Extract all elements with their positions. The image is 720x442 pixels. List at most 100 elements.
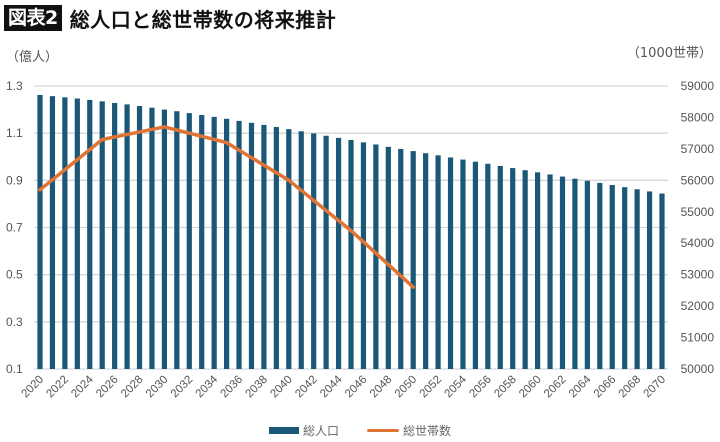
legend-label-households: 総世帯数 — [403, 424, 452, 438]
chart-title: 総人口と総世帯数の将来推計 — [69, 7, 337, 32]
right-axis-tick: 56000 — [681, 173, 715, 187]
bar-population — [124, 104, 130, 370]
x-axis-tick: 2032 — [169, 374, 196, 401]
x-axis-tick: 2030 — [144, 374, 171, 401]
x-axis-tick: 2066 — [592, 374, 619, 401]
bar-population — [37, 94, 43, 369]
x-axis-tick: 2046 — [343, 374, 370, 401]
x-axis-tick: 2036 — [219, 374, 246, 401]
bar-population — [460, 159, 466, 369]
right-axis-unit: （1000世帯） — [626, 46, 712, 61]
right-axis-tick: 54000 — [681, 236, 715, 250]
left-axis-tick: 1.1 — [6, 126, 23, 140]
right-axis-tick: 50000 — [681, 362, 715, 376]
bar-population — [559, 176, 566, 369]
x-axis-tick: 2056 — [467, 374, 494, 401]
x-axis-tick: 2064 — [567, 373, 594, 400]
x-axis-tick: 2040 — [268, 374, 295, 401]
x-axis-tick: 2020 — [20, 374, 47, 401]
bar-population — [99, 101, 105, 370]
x-axis-tick: 2026 — [94, 374, 121, 401]
x-axis-tick: 2024 — [69, 373, 96, 400]
bar-population — [410, 151, 416, 369]
bar-population — [348, 140, 354, 369]
x-axis-tick: 2022 — [44, 374, 71, 401]
bar-population — [373, 144, 379, 369]
bar-population — [572, 178, 578, 369]
x-axis-tick: 2070 — [642, 374, 669, 401]
bar-population — [136, 106, 143, 369]
legend-label-population: 総人口 — [302, 424, 339, 438]
bar-population — [547, 174, 553, 369]
x-axis-tick: 2062 — [542, 374, 569, 401]
left-axis-tick: 0.7 — [6, 221, 23, 235]
right-axis-tick: 57000 — [681, 142, 715, 156]
x-axis-tick: 2044 — [318, 373, 345, 400]
bar-population — [522, 170, 528, 369]
bar-population — [149, 107, 155, 370]
legend-item-households: 総世帯数 — [367, 422, 451, 439]
line-households — [38, 125, 415, 289]
x-axis-tick: 2038 — [243, 374, 270, 401]
x-axis-tick: 2050 — [393, 374, 420, 401]
chart-plot: 1.3 1.1 0.9 0.7 0.5 0.3 0.1 59000 58000 57000 5600… — [6, 79, 715, 401]
right-axis-tick: 59000 — [681, 79, 715, 93]
bar-population — [335, 137, 342, 369]
bar-population — [435, 155, 441, 369]
bar-population — [298, 131, 304, 369]
bar-population — [186, 113, 192, 369]
chart-header: 図表2 総人口と総世帯数の将来推計 — [4, 4, 336, 32]
bar-population — [472, 161, 478, 369]
bar-population — [236, 120, 242, 369]
bar-population — [659, 193, 665, 369]
bar-population — [510, 168, 516, 369]
x-axis-tick: 2068 — [617, 374, 644, 401]
bar-swatch-icon — [268, 427, 299, 434]
right-axis-tick: 52000 — [681, 299, 715, 313]
bar-population — [497, 165, 503, 369]
left-axis-tick: 0.5 — [6, 268, 23, 282]
bar-population — [286, 129, 292, 369]
bar-population — [74, 98, 80, 369]
bar-population — [248, 122, 255, 369]
x-axis-tick: 2058 — [492, 374, 519, 401]
bar-population — [360, 142, 367, 369]
bar-population — [211, 116, 217, 369]
bar-population — [273, 127, 279, 369]
bar-population — [385, 146, 391, 369]
right-axis-tick: 51000 — [681, 331, 715, 345]
bar-population — [62, 97, 68, 369]
x-axis-tick: 2028 — [119, 374, 146, 401]
bar-population — [622, 187, 628, 369]
bar-population — [535, 172, 541, 369]
bar-population — [311, 133, 317, 369]
x-axis-tick: 2052 — [418, 374, 445, 401]
bar-population — [224, 118, 230, 370]
legend-item-population: 総人口 — [268, 422, 339, 439]
figure-badge: 図表2 — [4, 5, 62, 31]
bar-population — [49, 96, 56, 369]
right-axis-tick: 55000 — [681, 205, 715, 219]
bar-population — [423, 153, 429, 369]
bar-population — [323, 135, 329, 369]
bar-population — [609, 185, 615, 369]
bar-population — [447, 157, 454, 369]
left-axis-tick: 1.3 — [6, 79, 23, 93]
left-axis-tick: 0.1 — [6, 362, 23, 376]
bar-population — [174, 111, 180, 370]
x-axis-tick: 2042 — [293, 374, 320, 401]
x-axis-tick: 2060 — [517, 374, 544, 401]
bar-population — [87, 99, 93, 369]
bar-population — [485, 163, 491, 369]
bar-population — [261, 124, 267, 369]
bar-population — [584, 180, 590, 369]
left-axis-tick: 0.9 — [6, 173, 23, 187]
x-axis-tick: 2054 — [442, 373, 469, 400]
right-axis-tick: 53000 — [681, 268, 715, 282]
bar-population — [112, 102, 118, 369]
bar-population — [646, 191, 653, 369]
bar-population — [398, 148, 404, 369]
bar-population — [199, 115, 205, 369]
x-axis-tick: 2048 — [368, 374, 395, 401]
left-axis-unit: （億人） — [6, 50, 59, 65]
